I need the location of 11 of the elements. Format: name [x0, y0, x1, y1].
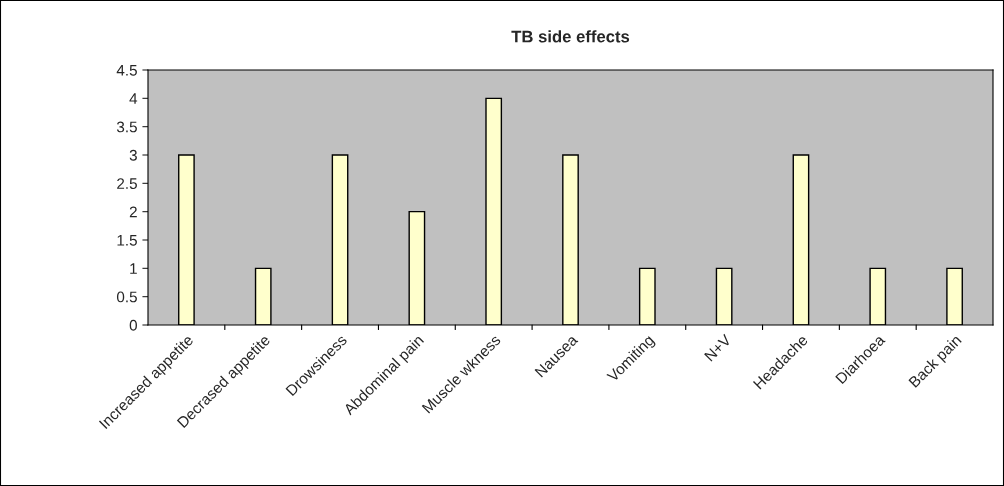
y-tick-label: 2.5 — [117, 178, 137, 190]
y-tick-label: 0 — [129, 319, 137, 331]
y-tick-label: 4.5 — [116, 65, 137, 76]
y-tick-label: 3.5 — [116, 121, 137, 133]
y-tick-label: 4 — [129, 93, 138, 104]
y-tick-label: 1 — [130, 263, 137, 274]
y-tick-label: 0.5 — [116, 291, 137, 303]
y-tick-label: 2 — [129, 206, 137, 218]
chart-title: TB side effects — [511, 30, 630, 43]
y-tick-label: 1.5 — [117, 235, 137, 246]
y-tick-label: 3 — [129, 149, 137, 161]
